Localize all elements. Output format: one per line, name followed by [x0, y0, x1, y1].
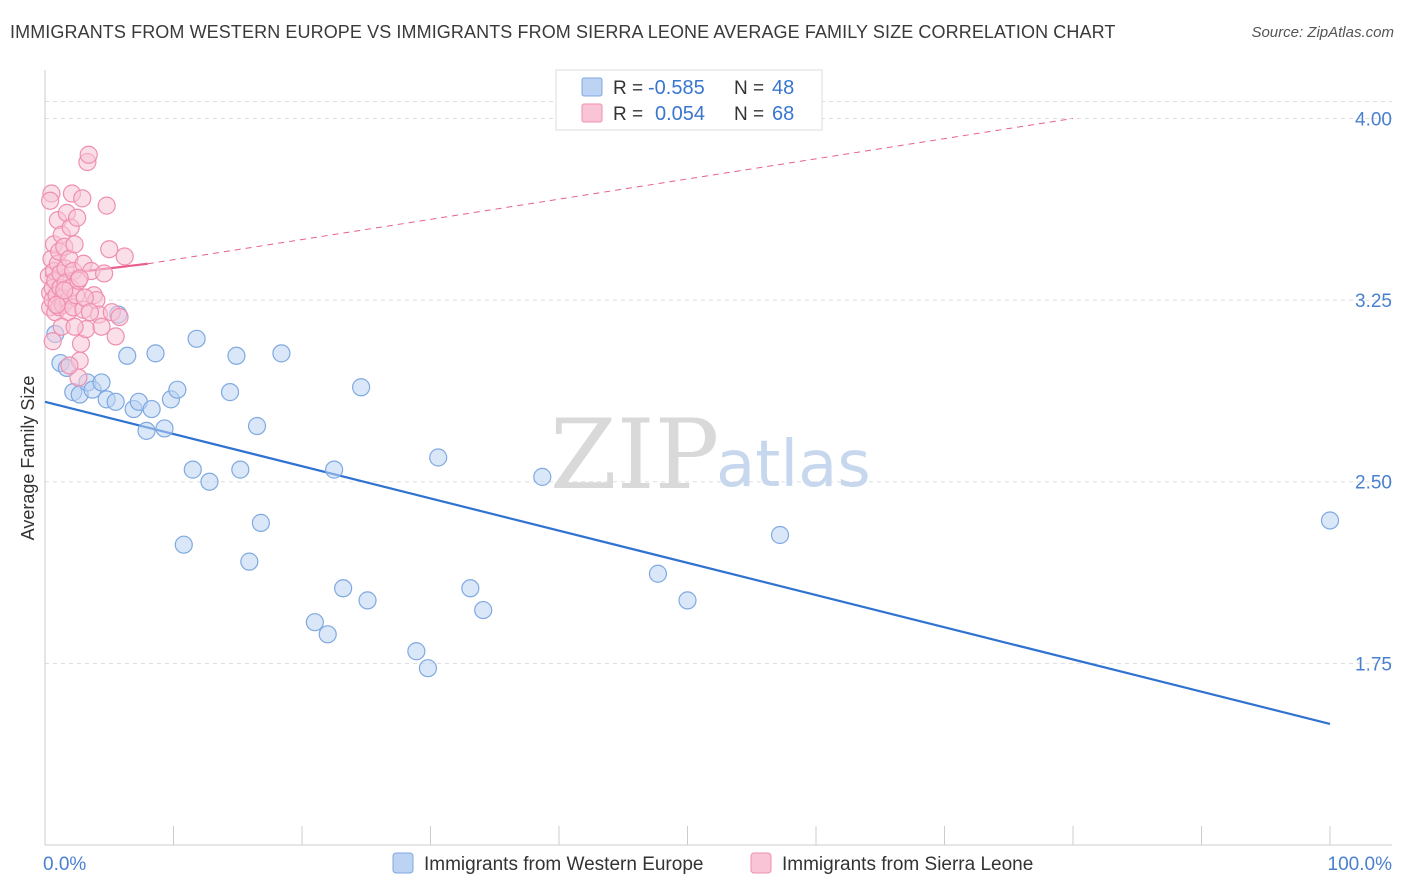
point-blue-45	[770, 525, 790, 545]
point-blue-16	[146, 344, 165, 363]
point-blue-29	[240, 552, 259, 571]
point-blue-36	[358, 591, 377, 610]
x-tick-label-max: 100.0%	[1328, 854, 1393, 875]
legend-swatch-blue	[581, 77, 603, 97]
point-blue-30	[272, 344, 291, 363]
point-pink-57	[43, 332, 62, 351]
y-axis-label: Average Family Size	[18, 376, 38, 541]
x-tick-labels: 0.0% 100.0%	[43, 854, 1392, 875]
series-legend-swatch-pink	[750, 852, 772, 874]
point-blue-25	[227, 346, 246, 365]
legend-r-value-2: 0.054	[655, 103, 705, 125]
point-blue-22	[200, 472, 219, 491]
point-pink-62	[65, 317, 84, 336]
point-pink-32	[65, 235, 84, 254]
legend-r-label-1: R =	[613, 78, 643, 99]
point-blue-15	[142, 399, 161, 419]
point-blue-35	[352, 378, 371, 397]
point-pink-50	[97, 196, 116, 215]
series-legend-label-blue: Immigrants from Western Europe	[424, 854, 703, 875]
series-legend-label-pink: Immigrants from Sierra Leone	[782, 854, 1033, 875]
point-blue-9	[106, 392, 125, 411]
legend-n-value-2: 68	[772, 103, 794, 125]
source-credit: Source: ZipAtlas.com	[1251, 24, 1394, 41]
point-blue-24	[220, 383, 240, 402]
legend-n-value-1: 48	[772, 77, 794, 99]
y-tick-labels: 1.75 2.50 3.25 4.00	[1355, 109, 1392, 675]
point-pink-44	[79, 145, 98, 164]
point-blue-43	[648, 564, 668, 583]
point-blue-27	[247, 416, 267, 436]
point-pink-63	[70, 269, 89, 288]
point-blue-41	[474, 600, 493, 620]
point-blue-23	[174, 535, 193, 554]
point-pink-49	[95, 264, 114, 283]
point-pink-51	[100, 240, 119, 259]
point-pink-39	[73, 189, 92, 208]
point-blue-37	[407, 642, 426, 661]
chart-title: IMMIGRANTS FROM WESTERN EUROPE VS IMMIGR…	[10, 22, 1116, 42]
legend-n-label-1: N =	[734, 78, 764, 99]
point-pink-53	[106, 327, 125, 346]
point-pink-66	[92, 317, 111, 336]
point-blue-46	[1320, 511, 1340, 530]
point-blue-11	[118, 346, 137, 365]
point-blue-40	[461, 579, 480, 598]
point-blue-7	[92, 373, 111, 392]
point-blue-17	[155, 419, 174, 438]
point-pink-55	[115, 247, 134, 266]
point-blue-14	[137, 421, 156, 440]
trend-line-pink-2	[147, 117, 1074, 265]
point-blue-34	[334, 579, 353, 598]
point-blue-39	[429, 448, 448, 467]
point-blue-42	[533, 467, 552, 486]
series-legend: Immigrants from Western Europe Immigrant…	[392, 852, 1033, 875]
point-blue-20	[187, 329, 206, 348]
point-pink-54	[110, 307, 129, 327]
y-tick-label-3: 4.00	[1355, 109, 1392, 130]
point-blue-32	[318, 625, 337, 644]
y-tick-label-1: 2.50	[1355, 473, 1392, 494]
point-blue-31	[305, 613, 324, 632]
y-tick-label-0: 1.75	[1355, 654, 1392, 675]
watermark-zip: ZIP	[550, 399, 719, 511]
point-pink-65	[80, 303, 100, 322]
point-blue-38	[418, 659, 438, 678]
grid-lines	[45, 100, 1392, 664]
correlation-legend: R = -0.585 N = 48 R = 0.054 N = 68	[555, 69, 823, 131]
data-points	[39, 145, 1340, 678]
legend-swatch-pink	[581, 103, 603, 123]
watermark-atlas: atlas	[716, 428, 871, 502]
point-blue-28	[251, 513, 270, 532]
point-pink-67	[41, 191, 60, 210]
point-blue-33	[325, 460, 344, 479]
point-pink-60	[55, 281, 74, 300]
legend-n-label-2: N =	[734, 104, 764, 125]
point-pink-61	[60, 356, 79, 375]
point-blue-26	[231, 460, 250, 479]
point-blue-19	[168, 380, 187, 399]
legend-r-label-2: R =	[613, 104, 643, 125]
legend-r-value-1: -0.585	[648, 77, 705, 99]
point-pink-34	[68, 208, 87, 227]
point-pink-58	[47, 295, 66, 315]
point-blue-44	[678, 591, 697, 610]
point-blue-21	[183, 460, 202, 479]
y-tick-label-2: 3.25	[1355, 291, 1392, 312]
series-legend-swatch-blue	[392, 852, 414, 874]
x-tick-label-min: 0.0%	[43, 854, 86, 875]
trend-line-blue-0	[44, 400, 1331, 725]
